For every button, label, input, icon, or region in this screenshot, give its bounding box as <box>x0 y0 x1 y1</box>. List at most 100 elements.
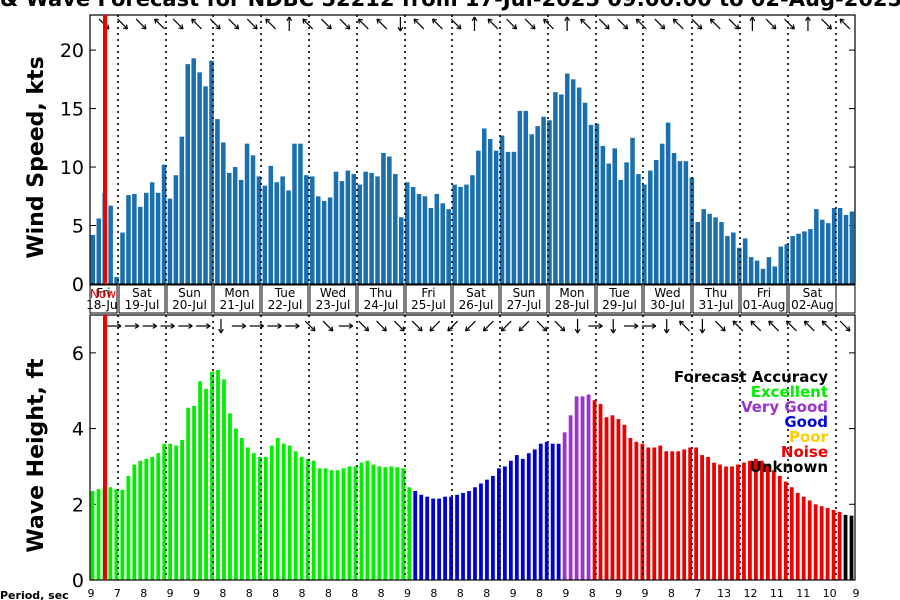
wave-bar <box>269 445 274 580</box>
legend-title: Forecast Accuracy <box>674 368 828 386</box>
wave-direction-arrow <box>786 320 797 332</box>
day-label-box <box>692 284 740 314</box>
wave-bar <box>186 407 191 580</box>
wind-direction-arrow <box>209 18 221 30</box>
wind-direction-arrow <box>450 18 462 30</box>
wind-bar <box>825 223 831 284</box>
wave-bar <box>532 449 537 580</box>
wind-bar <box>618 179 623 284</box>
day-name-label: Tue <box>608 286 630 300</box>
wave-bar <box>216 369 220 580</box>
day-date-label: 23-Jul <box>316 298 351 312</box>
period-label: 11 <box>770 587 784 600</box>
wave-bar <box>407 487 412 580</box>
wind-bar <box>232 167 238 284</box>
wave-bar <box>96 489 101 580</box>
wave-bar <box>126 475 131 580</box>
wave-bar <box>562 432 567 580</box>
wave-bar <box>293 451 298 580</box>
wave-bar <box>640 443 645 580</box>
wind-y-axis-label: Wind Speed, kts <box>24 56 49 258</box>
wave-direction-arrow <box>518 320 530 332</box>
wave-bar <box>281 443 286 580</box>
period-label: 9 <box>562 587 569 600</box>
wave-bar <box>395 467 400 580</box>
wind-bar <box>398 217 404 284</box>
wave-bar <box>138 460 143 580</box>
wave-direction-arrow <box>218 319 224 334</box>
wind-direction-arrow <box>784 18 795 30</box>
wind-direction-arrow <box>487 18 499 30</box>
wind-direction-arrow <box>357 18 369 30</box>
wave-bar <box>616 419 621 580</box>
wave-bar <box>299 456 304 580</box>
wind-bar <box>748 257 754 284</box>
wave-direction-arrow <box>249 323 264 329</box>
wave-bar <box>765 464 770 580</box>
wave-bar <box>234 428 238 580</box>
wind-bar <box>209 60 214 285</box>
day-label-box <box>405 284 452 314</box>
wind-direction-arrow <box>286 16 293 31</box>
wind-direction-arrow <box>524 18 536 30</box>
wind-y-tick-label: 10 <box>60 157 84 179</box>
wind-bar <box>529 134 534 284</box>
day-date-label: 21-Jul <box>220 298 255 312</box>
wind-y-tick-label: 20 <box>60 40 84 62</box>
day-date-label: 30-Jul <box>650 298 685 312</box>
wave-bar <box>526 453 531 580</box>
wave-bar <box>413 491 418 580</box>
day-name-label: Fri <box>96 286 110 300</box>
wave-direction-arrow <box>714 320 726 332</box>
wave-bar <box>162 443 167 580</box>
wave-direction-arrow <box>750 320 762 332</box>
wind-bar <box>624 162 629 284</box>
day-name-label: Thu <box>704 286 728 300</box>
legend-entry-very-good: Very Good <box>741 398 828 416</box>
wave-bar <box>598 403 603 580</box>
wind-bar <box>286 190 291 284</box>
wave-bar <box>311 460 316 580</box>
wind-bar <box>731 232 736 284</box>
day-date-label: 19-Jul <box>125 298 160 312</box>
wind-direction-arrow <box>805 16 811 31</box>
day-label-box <box>213 284 261 314</box>
day-label-box <box>357 284 405 314</box>
wind-bar <box>814 209 819 284</box>
wind-direction-arrow <box>654 18 666 30</box>
wind-direction-arrow <box>471 16 478 31</box>
wave-direction-arrow <box>267 323 282 329</box>
wind-direction-arrow <box>821 18 832 30</box>
day-date-label: 27-Jul <box>507 298 542 312</box>
wave-direction-arrow <box>142 323 157 329</box>
day-name-label: Fri <box>757 286 771 300</box>
wind-bar <box>416 193 422 284</box>
wave-bar <box>550 443 555 580</box>
wave-bar <box>652 447 657 580</box>
wave-bar <box>544 441 549 580</box>
wave-direction-arrow <box>500 320 512 332</box>
wind-bar <box>820 219 825 284</box>
wave-bar <box>819 506 824 580</box>
wind-bar <box>701 209 706 284</box>
period-label: 8 <box>299 587 306 600</box>
wind-bar <box>778 246 784 284</box>
wind-bar <box>357 184 362 284</box>
wind-bar <box>458 186 463 284</box>
day-date-label: 24-Jul <box>364 298 399 312</box>
wave-bar <box>700 455 704 580</box>
wind-bar <box>96 218 102 284</box>
wave-y-axis-label: Wave Height, ft <box>24 358 49 553</box>
wind-direction-arrow <box>191 18 202 30</box>
wave-direction-arrow <box>588 323 603 329</box>
wave-bar <box>204 388 208 580</box>
wind-bar <box>547 120 552 285</box>
day-date-label: 31-Jul <box>699 298 734 312</box>
wave-bar <box>514 455 519 580</box>
wind-bar <box>161 164 167 284</box>
wind-bar <box>760 268 766 284</box>
wind-bar <box>452 184 457 284</box>
wind-bar <box>393 174 398 284</box>
wind-bar <box>517 110 523 284</box>
